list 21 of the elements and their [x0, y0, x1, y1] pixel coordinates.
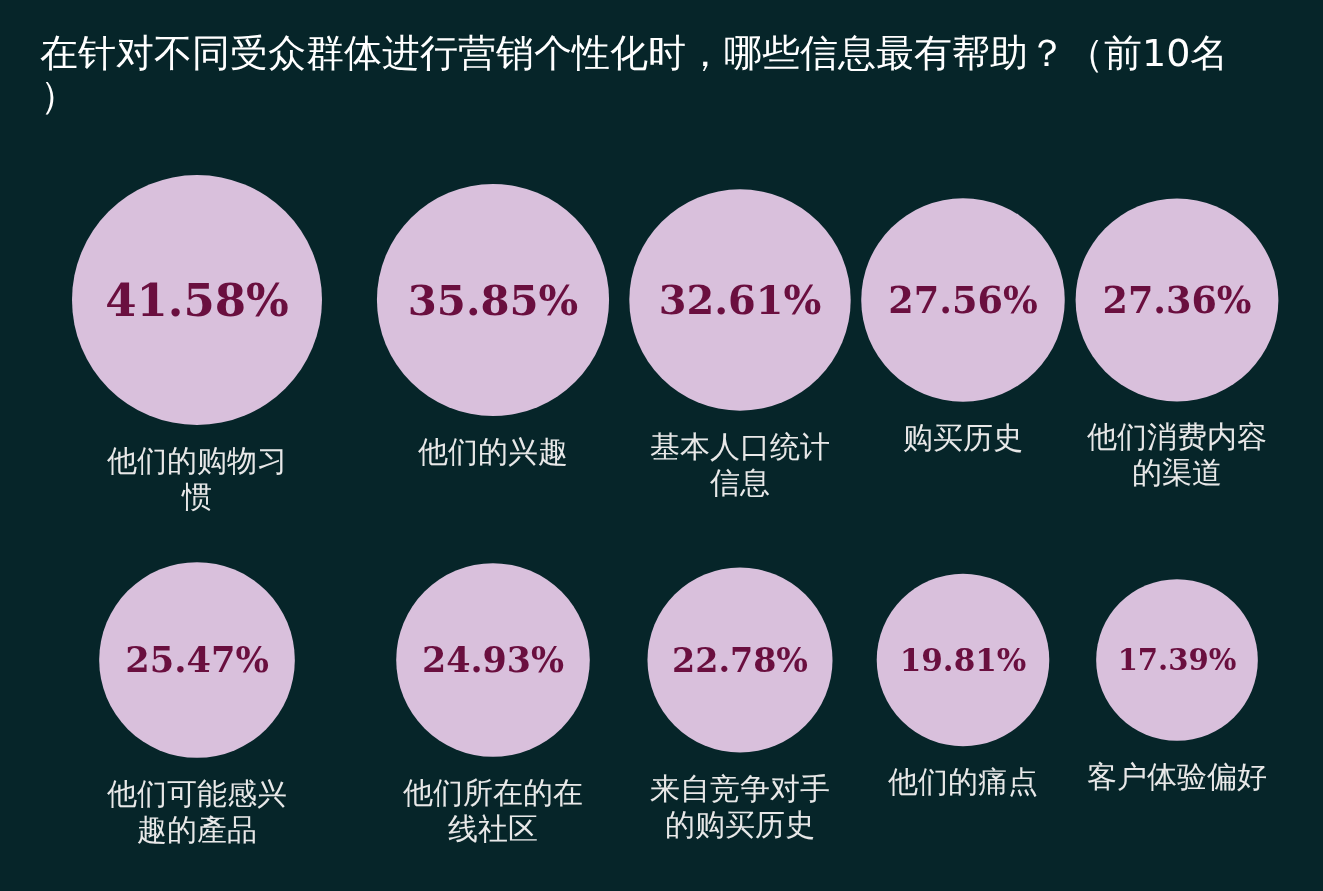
- category-label: 他们可能感兴趣的產品: [107, 775, 287, 847]
- data-label: 32.61%: [658, 276, 822, 323]
- category-label: 他们的购物习惯: [107, 443, 287, 514]
- data-label: 19.81%: [899, 641, 1027, 678]
- data-label: 41.58%: [105, 273, 289, 327]
- category-label: 客户体验偏好: [1087, 758, 1267, 794]
- data-label: 17.39%: [1117, 643, 1237, 678]
- data-label: 22.78%: [672, 640, 808, 680]
- data-label: 27.36%: [1102, 278, 1252, 322]
- data-label: 27.56%: [888, 278, 1038, 322]
- category-label: 他们的兴趣: [418, 434, 568, 470]
- data-label: 35.85%: [407, 275, 579, 325]
- title: 在针对不同受众群体进行营销个性化时，哪些信息最有帮助？（前10名）: [40, 31, 1229, 117]
- category-label: 他们消费内容的渠道: [1087, 419, 1267, 491]
- category-label: 基本人口统计信息: [650, 428, 830, 500]
- category-label: 购买历史: [903, 419, 1023, 455]
- category-label: 他们的痛点: [888, 764, 1038, 800]
- category-label: 来自竞争对手的购买历史: [650, 770, 830, 842]
- data-label: 25.47%: [125, 639, 269, 681]
- data-label: 24.93%: [421, 639, 565, 681]
- category-label: 他们所在的在线社区: [403, 774, 583, 846]
